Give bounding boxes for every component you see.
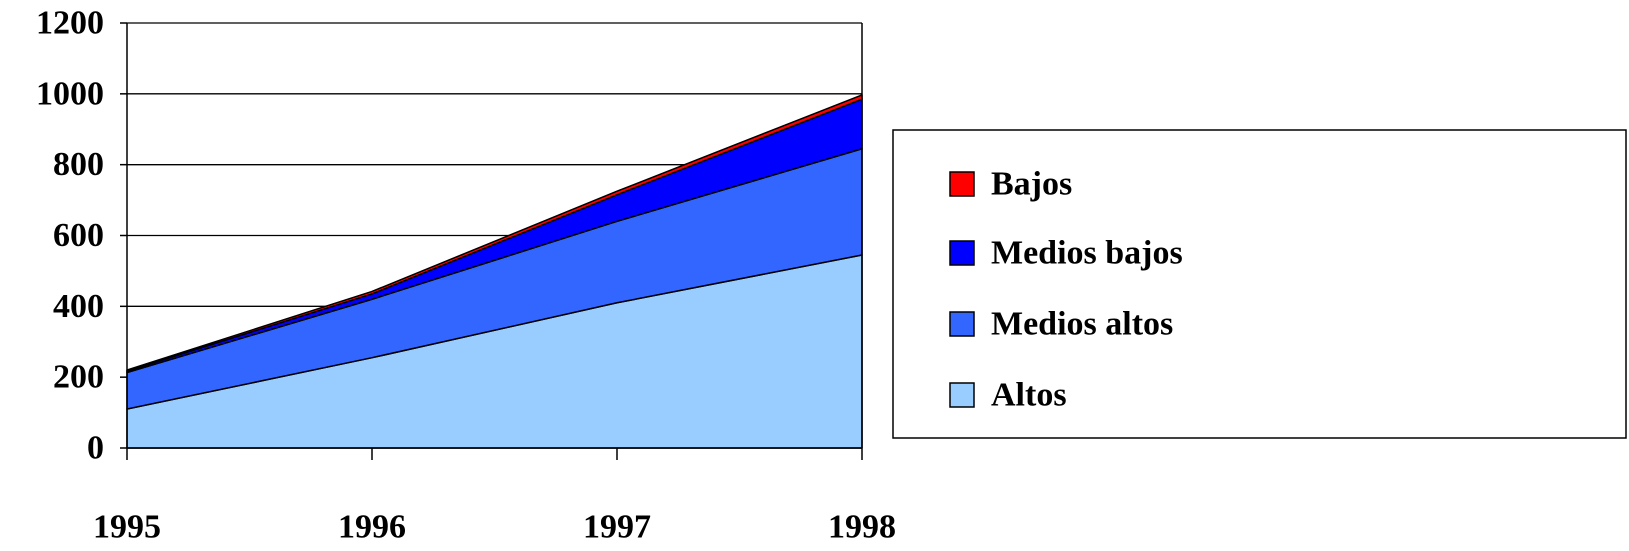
x-tick-label-1997: 1997	[583, 509, 651, 546]
y-tick-labels: 0 200 400 600 800 1000 1200	[36, 5, 104, 467]
axes	[120, 22, 863, 460]
legend-label-altos: Altos	[991, 377, 1067, 414]
x-tick-label-1995: 1995	[93, 509, 161, 546]
legend-box	[892, 129, 1627, 439]
x-tick-label-1998: 1998	[828, 509, 896, 546]
y-tick-label-1200: 1200	[36, 5, 104, 42]
legend: Bajos Medios bajos Medios altos Altos	[892, 129, 1627, 439]
y-tick-label-800: 800	[53, 146, 104, 183]
y-tick-label-600: 600	[53, 217, 104, 254]
legend-swatch-bajos	[949, 171, 975, 197]
x-tick-labels: 1995 1996 1997 1998	[93, 509, 896, 546]
legend-label-medios-altos: Medios altos	[991, 306, 1173, 343]
legend-label-bajos: Bajos	[991, 166, 1072, 203]
y-tick-label-400: 400	[53, 288, 104, 325]
legend-label-medios-bajos: Medios bajos	[991, 235, 1183, 272]
y-tick-label-0: 0	[87, 430, 104, 467]
y-tick-label-1000: 1000	[36, 75, 104, 112]
legend-swatch-medios-altos	[949, 311, 975, 337]
x-tick-label-1996: 1996	[338, 509, 406, 546]
area-series	[126, 94, 863, 449]
legend-swatch-altos	[949, 382, 975, 408]
legend-swatch-medios-bajos	[949, 240, 975, 266]
y-tick-label-200: 200	[53, 359, 104, 396]
